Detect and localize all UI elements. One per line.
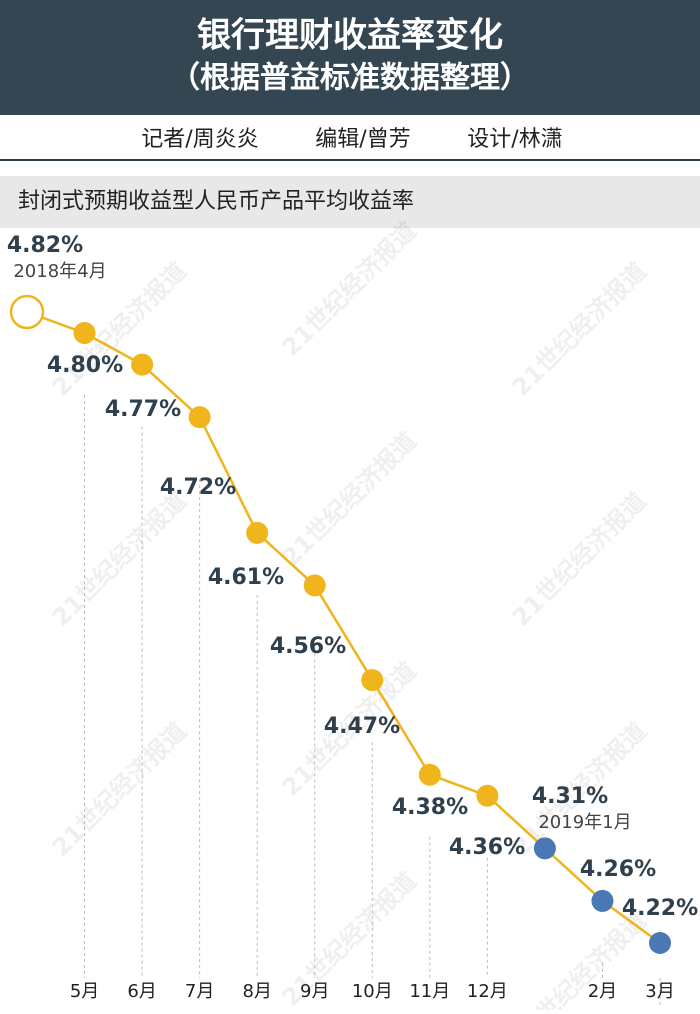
watermark: 21世纪经济报道 <box>507 257 652 402</box>
value-label: 4.38% <box>392 795 468 820</box>
value-label: 4.26% <box>580 857 656 882</box>
x-tick-label: 6月 <box>127 981 156 1002</box>
x-tick-label: 12月 <box>467 981 508 1002</box>
value-label: 4.80% <box>47 353 123 378</box>
x-tick-label: 11月 <box>409 981 450 1002</box>
x-tick-label: 9月 <box>300 981 329 1002</box>
marker <box>533 837 556 860</box>
credit: 设计/林潇 <box>467 127 562 152</box>
value-label: 4.22% <box>622 896 698 921</box>
marker <box>591 889 614 912</box>
marker <box>418 763 441 786</box>
marker <box>131 353 154 376</box>
value-label: 4.31% <box>532 784 608 809</box>
value-label: 4.47% <box>324 714 400 739</box>
marker <box>73 322 96 345</box>
x-tick-label: 7月 <box>185 981 214 1002</box>
x-tick-label: 2月 <box>588 981 617 1002</box>
annotation: 2019年1月 <box>538 812 631 833</box>
credit: 编辑/曾芳 <box>315 127 410 152</box>
marker <box>303 574 326 597</box>
chart-title: 封闭式预期收益型人民币产品平均收益率 <box>18 189 414 214</box>
watermark: 21世纪经济报道 <box>47 717 192 862</box>
watermarks: 21世纪经济报道 21世纪经济报道 21世纪经济报道 21世纪经济报道 21世纪经济报道… <box>47 217 652 1014</box>
watermark: 21世纪经济报道 <box>277 427 422 572</box>
watermark: 21世纪经济报道 <box>277 867 422 1010</box>
section-band <box>0 176 700 228</box>
header-band <box>0 0 700 115</box>
subtitle: （根据普益标准数据整理） <box>170 61 530 96</box>
x-tick-label: 10月 <box>352 981 393 1002</box>
annotation: 2018年4月 <box>13 261 106 282</box>
value-label: 4.72% <box>160 475 236 500</box>
marker <box>246 521 269 544</box>
value-label: 4.82% <box>7 233 83 258</box>
title: 银行理财收益率变化 <box>197 16 503 56</box>
watermark: 21世纪经济报道 <box>277 217 422 362</box>
value-label: 4.77% <box>105 397 181 422</box>
marker <box>188 406 211 429</box>
x-tick-label: 3月 <box>645 981 674 1002</box>
watermark: 21世纪经济报道 <box>507 487 652 632</box>
marker <box>9 294 45 330</box>
credit: 记者/周炎炎 <box>141 127 258 152</box>
value-label: 4.56% <box>270 634 346 659</box>
marker <box>649 932 671 954</box>
watermark: 21世纪经济报道 <box>47 487 192 632</box>
x-tick-label: 5月 <box>70 981 99 1002</box>
value-label: 4.36% <box>449 835 525 860</box>
x-tick-label: 8月 <box>242 981 271 1002</box>
marker <box>476 784 499 807</box>
value-label: 4.61% <box>208 565 284 590</box>
marker <box>361 669 384 692</box>
